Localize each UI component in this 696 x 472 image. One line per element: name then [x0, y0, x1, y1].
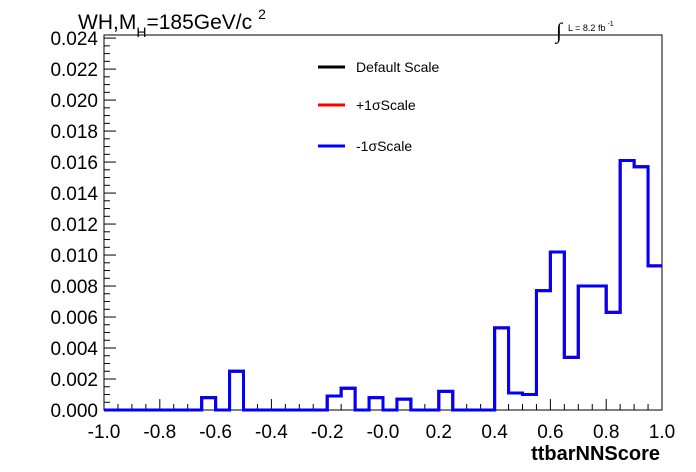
x-tick-label: -0.4 [255, 422, 288, 443]
legend: Default Scale +1σScale -1σScale [318, 59, 439, 154]
y-tick-label: 0.024 [50, 29, 98, 50]
legend-label: -1σScale [356, 138, 412, 154]
y-tick-label: 0.014 [50, 184, 98, 205]
series-line-2 [104, 159, 662, 412]
y-axis: 0.000 0.002 0.004 0.006 0.008 0.010 0.012 0.014… [50, 29, 116, 422]
y-tick-label: 0.020 [50, 91, 98, 112]
y-tick-label: 0.006 [50, 308, 98, 329]
y-tick-label: 0.016 [50, 153, 98, 174]
x-tick-label: -0.0 [367, 422, 400, 443]
x-tick-label: 0.2 [426, 422, 452, 443]
series-group [104, 159, 662, 412]
x-axis-label: ttbarNNScore [531, 443, 660, 465]
y-tick-label: 0.002 [50, 370, 98, 391]
x-tick-label: -0.6 [199, 422, 232, 443]
y-tick-label: 0.000 [50, 401, 98, 422]
y-tick-label: 0.012 [50, 215, 98, 236]
x-tick-label: 0.4 [481, 422, 508, 443]
x-tick-label: 0.8 [593, 422, 619, 443]
x-tick-label: -0.8 [143, 422, 176, 443]
x-axis: -1.0 -0.8 -0.6 -0.4 -0.2 -0.0 0.2 0.4 0.6 0.8 1.0 [88, 399, 675, 443]
y-tick-label: 0.004 [50, 339, 98, 360]
lumi-label: L = 8.2 fb -1 [568, 21, 614, 33]
y-tick-label: 0.022 [50, 60, 98, 81]
y-tick-label: 0.008 [50, 277, 98, 298]
y-tick-label: 0.010 [50, 246, 98, 267]
legend-label: +1σScale [356, 97, 416, 113]
x-tick-label: -0.2 [311, 422, 344, 443]
y-tick-label: 0.018 [50, 122, 98, 143]
x-tick-label: -1.0 [88, 422, 121, 443]
x-tick-label: 1.0 [649, 422, 675, 443]
plot-title: WH,MH=185GeV/c 2 [78, 6, 266, 40]
x-tick-label: 0.6 [537, 422, 563, 443]
lumi-integral: ∫ [554, 18, 564, 44]
legend-label: Default Scale [356, 59, 439, 75]
